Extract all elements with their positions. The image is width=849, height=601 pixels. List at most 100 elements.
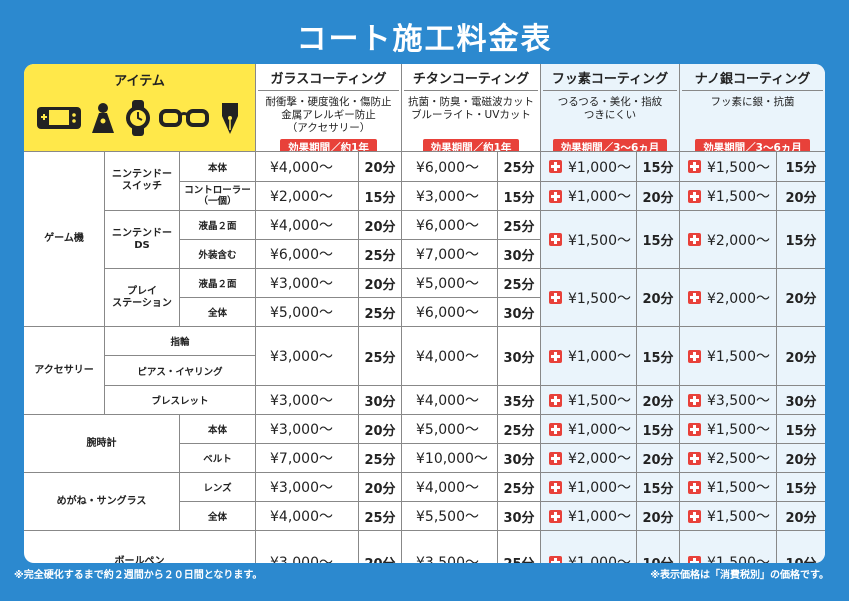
time-titanium: 25分	[498, 211, 541, 240]
price-nano-silver: ¥1,500〜	[680, 152, 777, 182]
sub-all: 全体	[180, 298, 256, 327]
sub-pierce: ピアス・イヤリング	[105, 356, 256, 386]
accessory-bust-icon	[88, 101, 118, 135]
time-titanium: 30分	[498, 298, 541, 327]
time-titanium: 30分	[498, 444, 541, 473]
red-cross-icon	[688, 555, 701, 563]
price-glass: ¥3,000〜	[256, 415, 359, 444]
category-glasses: めがね・サングラス	[24, 473, 180, 531]
time-glass: 20分	[359, 531, 402, 563]
time-nano-silver: 15分	[777, 473, 825, 502]
footnote-curing: ※完全硬化するまで約２週間から２０日間となります。	[14, 570, 263, 581]
sub-controller: コントローラー （一個）	[180, 182, 256, 211]
price-titanium: ¥6,000〜	[402, 152, 498, 182]
effect-period-badge: 効果期間／3〜6ヵ月	[695, 139, 810, 151]
price-nano-silver: ¥1,500〜	[680, 531, 777, 563]
price-nano-silver: ¥1,500〜	[680, 415, 777, 444]
coating-name: ガラスコーティング	[258, 68, 399, 91]
price-glass: ¥3,000〜	[256, 269, 359, 298]
time-glass: 20分	[359, 473, 402, 502]
time-glass: 25分	[359, 327, 402, 386]
red-cross-icon	[688, 349, 701, 363]
red-cross-icon	[688, 451, 701, 465]
price-fluorine: ¥1,000〜	[541, 182, 637, 211]
time-nano-silver: 10分	[777, 531, 825, 563]
time-glass: 20分	[359, 415, 402, 444]
category-game: ゲーム機	[24, 152, 105, 327]
time-fluorine: 20分	[637, 386, 680, 415]
time-glass: 25分	[359, 502, 402, 531]
red-cross-icon	[688, 189, 701, 203]
price-fluorine: ¥1,000〜	[541, 327, 637, 386]
time-glass: 20分	[359, 152, 402, 182]
time-fluorine: 15分	[637, 327, 680, 386]
time-nano-silver: 20分	[777, 269, 825, 327]
time-nano-silver: 15分	[777, 415, 825, 444]
price-nano-silver: ¥2,000〜	[680, 269, 777, 327]
time-glass: 25分	[359, 240, 402, 269]
red-cross-icon	[549, 233, 562, 246]
price-glass: ¥6,000〜	[256, 240, 359, 269]
price-glass: ¥3,000〜	[256, 386, 359, 415]
item-ds: ニンテンドー DS	[105, 211, 180, 269]
effect-period-badge: 効果期間／約1年	[280, 139, 377, 151]
red-cross-icon	[688, 233, 701, 246]
price-glass: ¥3,000〜	[256, 531, 359, 563]
price-fluorine: ¥2,000〜	[541, 444, 637, 473]
game-console-icon	[36, 106, 82, 130]
time-fluorine: 20分	[637, 502, 680, 531]
time-titanium: 30分	[498, 327, 541, 386]
time-titanium: 25分	[498, 531, 541, 563]
red-cross-icon	[688, 509, 701, 523]
sub-lens: レンズ	[180, 473, 256, 502]
price-glass: ¥3,000〜	[256, 473, 359, 502]
sub-body: 本体	[180, 152, 256, 182]
price-titanium: ¥5,000〜	[402, 415, 498, 444]
price-nano-silver: ¥1,500〜	[680, 473, 777, 502]
time-fluorine: 15分	[637, 473, 680, 502]
price-nano-silver: ¥1,500〜	[680, 327, 777, 386]
time-titanium: 35分	[498, 386, 541, 415]
price-fluorine: ¥1,000〜	[541, 152, 637, 182]
price-titanium: ¥6,000〜	[402, 298, 498, 327]
category-watch: 腕時計	[24, 415, 180, 473]
price-nano-silver: ¥1,500〜	[680, 502, 777, 531]
price-glass: ¥5,000〜	[256, 298, 359, 327]
price-nano-silver: ¥2,500〜	[680, 444, 777, 473]
time-nano-silver: 15分	[777, 211, 825, 269]
category-pen: ボールペン	[24, 531, 256, 563]
red-cross-icon	[688, 291, 701, 304]
coating-header-titanium: チタンコーティング 抗菌・防臭・電磁波カット ブルーライト・UVカット 効果期間…	[402, 64, 541, 152]
coating-header-glass: ガラスコーティング 耐衝撃・硬度強化・傷防止 金属アレルギー防止 （アクセサリー…	[256, 64, 402, 152]
price-nano-silver: ¥1,500〜	[680, 182, 777, 211]
price-fluorine: ¥1,500〜	[541, 211, 637, 269]
fountain-pen-icon	[216, 100, 244, 136]
time-nano-silver: 15分	[777, 152, 825, 182]
effect-period-badge: 効果期間／3〜6ヵ月	[552, 139, 668, 151]
coating-header-fluorine: フッ素コーティング つるつる・美化・指紋 つきにくい 効果期間／3〜6ヵ月	[541, 64, 680, 152]
time-nano-silver: 20分	[777, 502, 825, 531]
price-titanium: ¥3,500〜	[402, 531, 498, 563]
time-glass: 25分	[359, 298, 402, 327]
time-titanium: 15分	[498, 182, 541, 211]
sub-lcd: 液晶２面	[180, 211, 256, 240]
time-fluorine: 15分	[637, 211, 680, 269]
red-cross-icon	[549, 393, 562, 407]
coating-header-nano-silver: ナノ銀コーティング フッ素に銀・抗菌 効果期間／3〜6ヵ月	[680, 64, 825, 152]
red-cross-icon	[688, 480, 701, 494]
price-titanium: ¥3,000〜	[402, 182, 498, 211]
red-cross-icon	[688, 422, 701, 436]
time-nano-silver: 30分	[777, 386, 825, 415]
time-fluorine: 10分	[637, 531, 680, 563]
time-fluorine: 15分	[637, 415, 680, 444]
red-cross-icon	[549, 509, 562, 523]
price-titanium: ¥4,000〜	[402, 386, 498, 415]
price-fluorine: ¥1,500〜	[541, 269, 637, 327]
time-titanium: 25分	[498, 415, 541, 444]
price-fluorine: ¥1,000〜	[541, 415, 637, 444]
time-fluorine: 20分	[637, 444, 680, 473]
time-glass: 20分	[359, 211, 402, 240]
sub-ring: 指輪	[105, 327, 256, 356]
red-cross-icon	[549, 480, 562, 494]
time-titanium: 25分	[498, 269, 541, 298]
